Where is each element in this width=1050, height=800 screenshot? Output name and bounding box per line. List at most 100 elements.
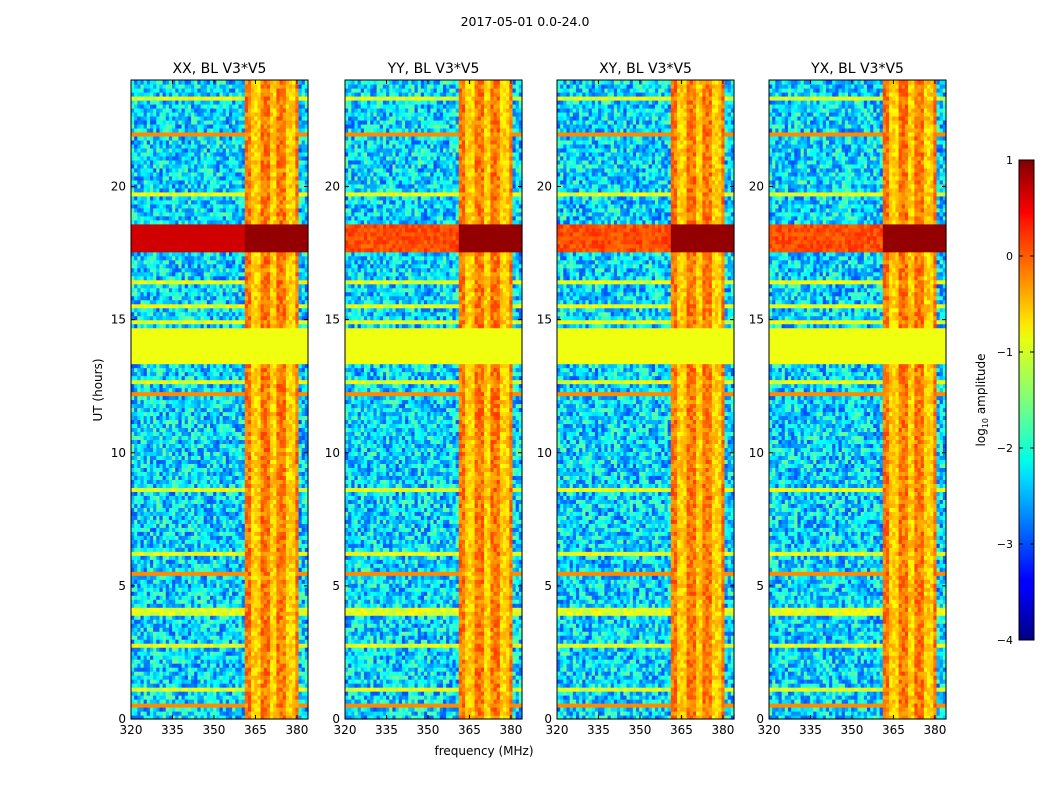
- heatmap-cell: [131, 707, 135, 712]
- heatmap-cell: [301, 691, 306, 696]
- heatmap-cell: [257, 679, 262, 684]
- heatmap-cell: [298, 623, 303, 628]
- heatmap-cell: [168, 599, 173, 604]
- heatmap-cell: [228, 527, 233, 532]
- heatmap-cell: [304, 603, 309, 608]
- heatmap-cell: [276, 647, 281, 652]
- heatmap-cell: [241, 527, 246, 532]
- heatmap-cell: [210, 663, 214, 668]
- heatmap-cell: [153, 599, 157, 604]
- heatmap-cell: [222, 627, 227, 632]
- heatmap-cell: [137, 555, 142, 560]
- heatmap-cell: [203, 551, 208, 556]
- heatmap-cell: [289, 675, 293, 680]
- heatmap-cell: [203, 651, 208, 656]
- heatmap-cell: [222, 671, 227, 676]
- heatmap-cell: [298, 615, 303, 620]
- heatmap-cell: [131, 563, 135, 568]
- heatmap-cell: [244, 671, 249, 676]
- heatmap-cell: [159, 547, 164, 552]
- heatmap-cell: [270, 571, 274, 576]
- heatmap-cell: [295, 663, 300, 668]
- heatmap-cell: [131, 603, 135, 608]
- heatmap-cell: [175, 571, 180, 576]
- heatmap-cell: [282, 647, 287, 652]
- heatmap-cell: [247, 575, 252, 580]
- heatmap-cell: [228, 631, 233, 636]
- heatmap-cell: [184, 707, 189, 712]
- heatmap-cell: [140, 711, 145, 716]
- heatmap-cell: [216, 559, 221, 564]
- heatmap-cell: [298, 639, 303, 644]
- heatmap-cell: [181, 611, 186, 616]
- heatmap-cell: [254, 579, 259, 584]
- heatmap-cell: [162, 603, 167, 608]
- heatmap-cell: [298, 715, 303, 720]
- heatmap-cell: [140, 651, 145, 656]
- heatmap-cell: [178, 527, 183, 532]
- heatmap-cell: [247, 679, 252, 684]
- heatmap-cell: [273, 567, 277, 572]
- heatmap-cell: [175, 651, 180, 656]
- heatmap-cell: [162, 639, 167, 644]
- heatmap-cell: [298, 603, 303, 608]
- heatmap-cell: [134, 715, 138, 720]
- heatmap-cell: [241, 531, 246, 536]
- heatmap-cell: [165, 659, 170, 664]
- heatmap-cell: [222, 683, 227, 688]
- heatmap-cell: [263, 643, 268, 648]
- heatmap-cell: [181, 587, 186, 592]
- heatmap-cell: [143, 527, 148, 532]
- heatmap-cell: [251, 671, 255, 676]
- heatmap-cell: [244, 567, 249, 572]
- heatmap-cell: [232, 655, 236, 660]
- heatmap-cell: [295, 555, 300, 560]
- heatmap-cell: [301, 619, 306, 624]
- heatmap-cell: [153, 679, 157, 684]
- heatmap-cell: [292, 667, 296, 672]
- figure-title: 2017-05-01 0.0-24.0: [0, 14, 1050, 29]
- heatmap-cell: [140, 523, 145, 528]
- heatmap-cell: [203, 711, 208, 716]
- heatmap-cell: [187, 715, 192, 720]
- heatmap-cell: [282, 699, 287, 704]
- heatmap-cell: [153, 631, 157, 636]
- heatmap-cell: [143, 535, 148, 540]
- heatmap-cell: [238, 695, 243, 700]
- heatmap-cell: [228, 691, 233, 696]
- heatmap-cell: [203, 527, 208, 532]
- heatmap-cell: [156, 671, 161, 676]
- heatmap-cell: [156, 667, 161, 672]
- heatmap-cell: [191, 539, 195, 544]
- heatmap-cell: [247, 567, 252, 572]
- heatmap-cell: [203, 599, 208, 604]
- heatmap-cell: [134, 559, 138, 564]
- heatmap-cell: [260, 639, 265, 644]
- heatmap-cell: [137, 587, 142, 592]
- heatmap-cell: [247, 531, 252, 536]
- heatmap-cell: [279, 591, 284, 596]
- heatmap-cell: [159, 663, 164, 668]
- heatmap-cell: [254, 627, 259, 632]
- heatmap-cell: [213, 639, 217, 644]
- heatmap-cell: [289, 623, 293, 628]
- heatmap-cell: [162, 615, 167, 620]
- heatmap-cell: [181, 667, 186, 672]
- heatmap-cell: [232, 599, 236, 604]
- heatmap-cell: [168, 631, 173, 636]
- heatmap-cell: [197, 583, 202, 588]
- heatmap-cell: [228, 579, 233, 584]
- heatmap-cell: [187, 547, 192, 552]
- heatmap-cell: [228, 679, 233, 684]
- heatmap-cell: [304, 699, 309, 704]
- heatmap-cell: [213, 607, 217, 612]
- heatmap-cell: [222, 687, 227, 692]
- heatmap-cell: [187, 651, 192, 656]
- heatmap-cell: [222, 619, 227, 624]
- heatmap-cell: [178, 619, 183, 624]
- heatmap-cell: [216, 567, 221, 572]
- heatmap-cell: [134, 683, 138, 688]
- heatmap-cell: [266, 555, 271, 560]
- heatmap-cell: [184, 527, 189, 532]
- heatmap-cell: [200, 535, 205, 540]
